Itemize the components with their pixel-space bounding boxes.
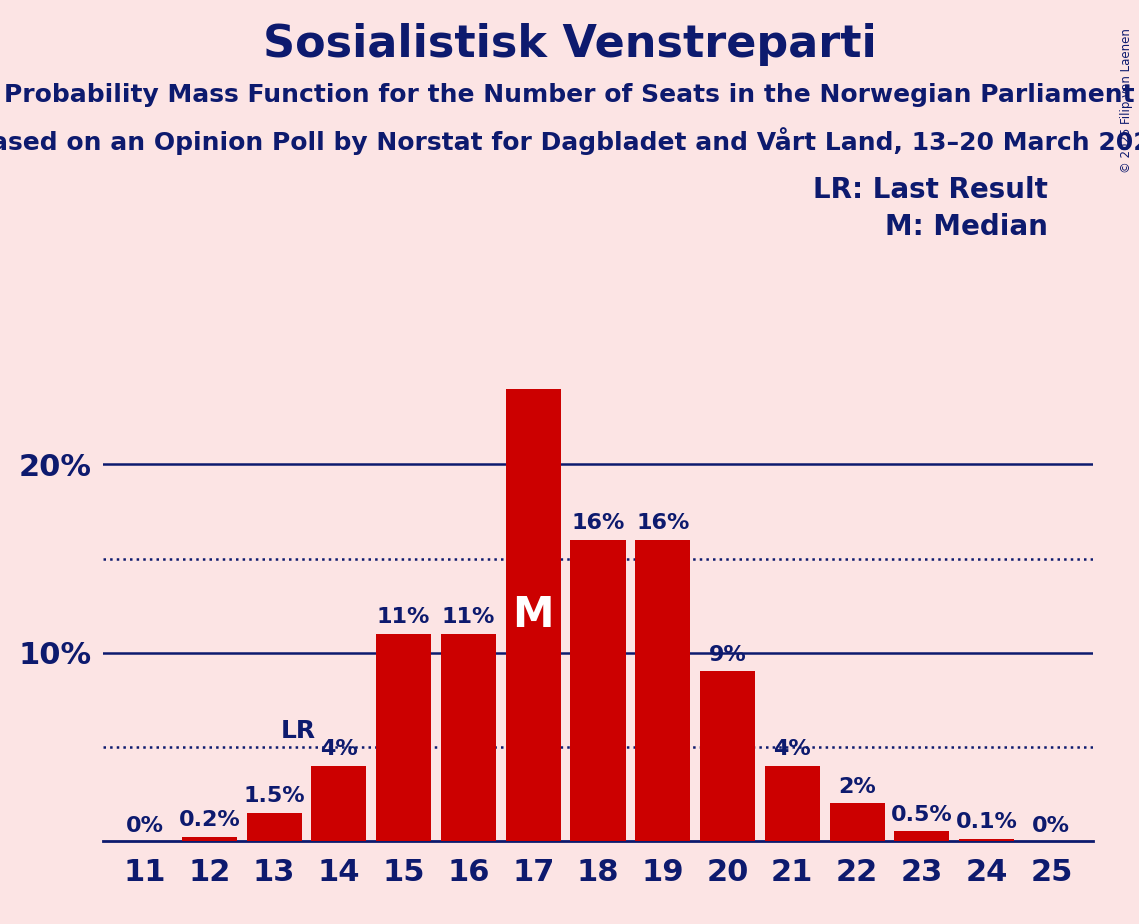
Bar xyxy=(700,672,755,841)
Bar xyxy=(182,837,237,841)
Bar xyxy=(764,766,820,841)
Text: 4%: 4% xyxy=(320,739,358,759)
Bar xyxy=(376,634,432,841)
Text: © 2025 Filip van Laenen: © 2025 Filip van Laenen xyxy=(1121,28,1133,173)
Bar xyxy=(506,389,560,841)
Bar xyxy=(959,839,1014,841)
Bar xyxy=(571,540,625,841)
Text: M: Median: M: Median xyxy=(885,213,1048,240)
Text: 9%: 9% xyxy=(708,645,746,665)
Text: 11%: 11% xyxy=(377,607,431,627)
Text: 2%: 2% xyxy=(838,776,876,796)
Text: 0.1%: 0.1% xyxy=(956,812,1017,833)
Text: LR: Last Result: LR: Last Result xyxy=(813,176,1048,203)
Bar xyxy=(894,832,949,841)
Text: Based on an Opinion Poll by Norstat for Dagbladet and Vårt Land, 13–20 March 202: Based on an Opinion Poll by Norstat for … xyxy=(0,128,1139,155)
Bar xyxy=(311,766,367,841)
Text: 16%: 16% xyxy=(636,513,689,533)
Text: 0%: 0% xyxy=(1032,816,1071,836)
Text: M: M xyxy=(513,594,554,636)
Text: LR: LR xyxy=(280,719,316,743)
Text: 11%: 11% xyxy=(442,607,495,627)
Text: Sosialistisk Venstreparti: Sosialistisk Venstreparti xyxy=(263,23,876,67)
Text: 1.5%: 1.5% xyxy=(244,786,305,806)
Bar xyxy=(441,634,495,841)
Bar xyxy=(829,803,885,841)
Text: 16%: 16% xyxy=(572,513,624,533)
Bar xyxy=(247,812,302,841)
Text: 0.2%: 0.2% xyxy=(179,810,240,831)
Text: 0%: 0% xyxy=(125,816,164,836)
Text: 4%: 4% xyxy=(773,739,811,759)
Text: Probability Mass Function for the Number of Seats in the Norwegian Parliament: Probability Mass Function for the Number… xyxy=(5,83,1134,107)
Bar xyxy=(636,540,690,841)
Text: 0.5%: 0.5% xyxy=(891,805,952,825)
